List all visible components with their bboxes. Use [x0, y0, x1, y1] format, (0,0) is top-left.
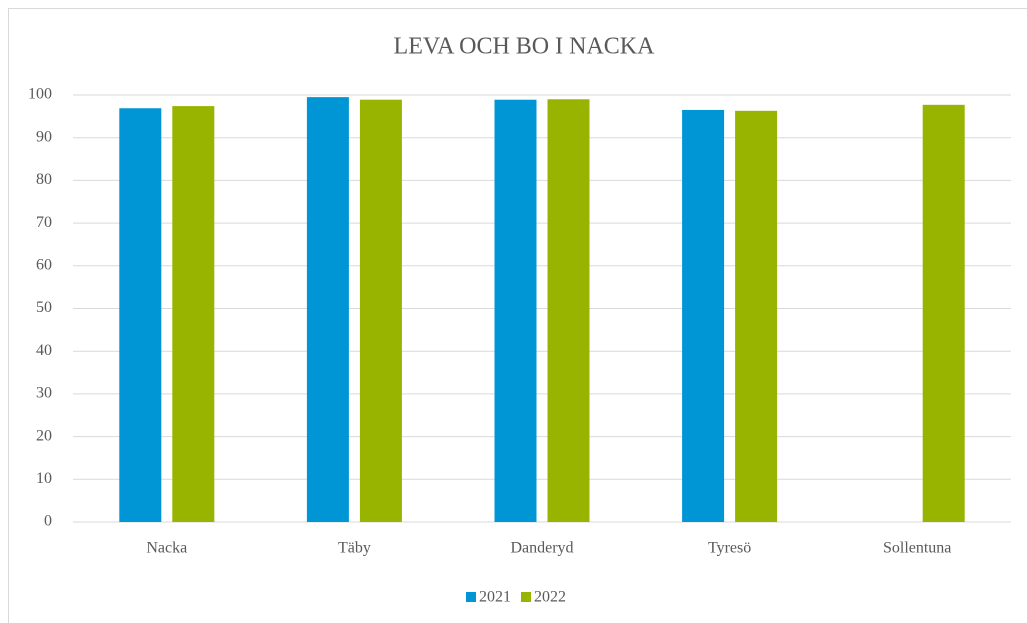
y-tick-label: 10 — [36, 470, 52, 487]
bar — [172, 106, 215, 523]
bar — [547, 99, 590, 523]
y-tick-label: 60 — [36, 256, 52, 273]
bar — [494, 99, 537, 523]
bar — [306, 97, 349, 522]
x-tick-label: Nacka — [146, 540, 187, 557]
chart-title: LEVA OCH BO I NACKA — [394, 34, 656, 60]
legend-label: 2022 — [534, 589, 566, 606]
legend-label: 2021 — [479, 589, 511, 606]
y-tick-label: 50 — [36, 299, 52, 316]
y-tick-label: 100 — [28, 86, 52, 103]
y-tick-label: 20 — [36, 427, 52, 444]
x-tick-label: Sollentuna — [883, 540, 951, 557]
bar — [682, 109, 725, 522]
y-tick-label: 0 — [44, 513, 52, 530]
y-tick-label: 90 — [36, 128, 52, 145]
x-tick-label: Täby — [338, 540, 371, 557]
x-tick-label: Danderyd — [510, 540, 573, 557]
bar — [922, 104, 965, 523]
legend-swatch — [466, 592, 476, 602]
y-tick-label: 40 — [36, 342, 52, 359]
bar — [119, 108, 162, 522]
x-tick-label: Tyresö — [708, 540, 751, 557]
y-tick-label: 80 — [36, 171, 52, 188]
y-tick-label: 30 — [36, 385, 52, 402]
y-tick-label: 70 — [36, 214, 52, 231]
legend-swatch — [521, 592, 531, 602]
bar — [359, 99, 402, 523]
bar — [735, 110, 778, 522]
